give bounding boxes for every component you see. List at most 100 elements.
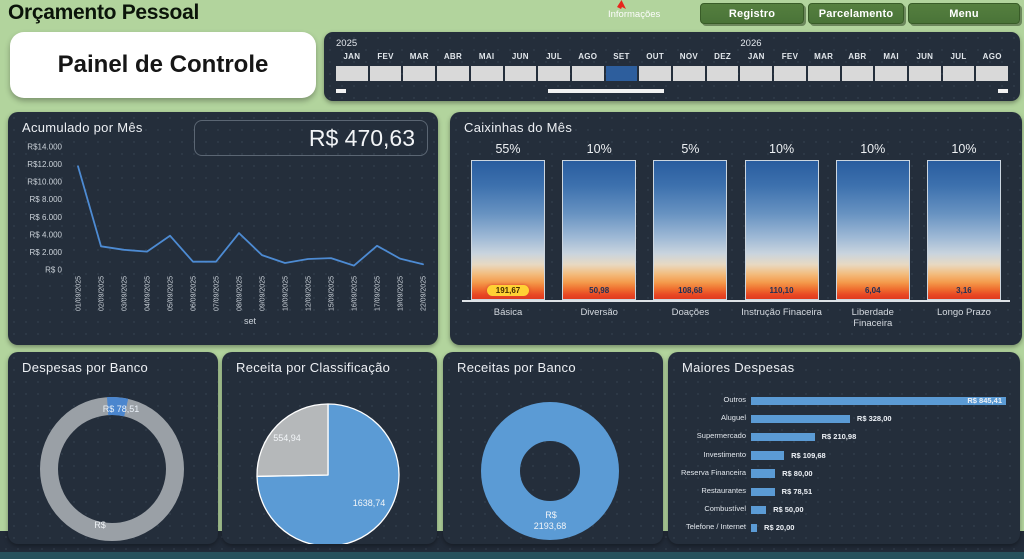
x-axis-tick: 22/09/2025 [421,276,428,311]
caixinha-label: Instrução Finaceira [741,307,822,318]
month-label-12: JAN [747,52,765,61]
app-header: Orçamento Pessoal Informações Registro P… [0,0,1024,28]
month-cell-fev-13[interactable] [774,66,806,81]
month-label-17: JUN [916,52,934,61]
x-axis-tick: 12/09/2025 [306,276,313,311]
year-label-2026: 2026 [740,38,762,49]
bar-label-6: Combustível [704,504,746,514]
caixinha-percent: 55% [495,142,521,156]
bar-label-1: Aluguel [720,413,746,423]
caixinha-value-text: 6,04 [864,286,881,295]
month-cell-nov-10[interactable] [673,66,705,81]
month-cell-ago-19[interactable] [976,66,1009,81]
y-axis-tick: R$ 2.000 [30,248,63,257]
caixinha-value-text: 3,16 [956,286,972,295]
despesas-banco-panel: R$ 78,51 R$ Despesas por Banco [8,352,218,544]
informacoes-link[interactable]: Informações [608,9,661,20]
despesas-banco-donut: R$ 78,51 R$ [40,397,184,541]
timeline-slicer: 2025 2026 JAN FEV MAR ABR MAI JUN JUL AGO SET OUT N… [324,32,1020,101]
month-cell-jun-17[interactable] [908,66,941,81]
month-label-13: FEV [781,52,799,61]
caixinha-bar: 108,68 [653,160,728,300]
y-axis-tick: R$ 6.000 [30,213,63,222]
caixinha-bar: 191,67 [471,160,545,300]
parcelamento-button[interactable]: Parcelamento [808,3,904,24]
month-cell-out-9[interactable] [639,66,672,81]
x-axis-title: set [244,316,257,326]
taskbar-strip [0,552,1024,559]
month-cell-ago-7[interactable] [571,66,604,81]
month-cell-jul-6[interactable] [538,66,570,81]
caixinha-value-text: 191,67 [486,285,530,296]
month-label-16: MAI [883,52,899,61]
bar-2 [751,432,815,442]
month-cell-mai-4[interactable] [470,66,503,81]
month-label-8: SET [613,52,630,61]
bar-value-6: R$ 50,00 [773,505,804,515]
bar-value-5: R$ 78,51 [781,487,813,496]
acumulado-panel: R$14.000 R$12.000 R$10.000 R$ 8.000 R$ 6.000… [8,112,438,345]
caixinha-value: 110,10 [746,286,818,295]
month-label-1: FEV [377,52,394,61]
month-cell-abr-3[interactable] [437,66,469,81]
month-cell-abr-15[interactable] [841,66,874,81]
x-axis-tick: 02/09/2025 [99,276,106,311]
caixinhas-title: Caixinhas do Mês [464,120,573,135]
center-label-value: 2193,68 [534,521,567,531]
bar-0 [751,396,1006,405]
receitas-banco-panel: R$ 2193,68 Receitas por Banco [443,352,663,544]
maiores-despesas-panel: Maiores Despesas Outros R$ 845,41 Aluguel R… [668,352,1020,544]
bar-value-4: R$ 80,00 [782,468,813,478]
receitas-banco-donut: R$2193,68 [481,402,619,540]
caixinha-label: Doações [671,307,710,318]
x-axis-tick: 09/09/2025 [260,276,267,311]
x-axis-tick: 04/09/2025 [145,276,152,311]
caixinha-value-text: 110,10 [769,286,794,295]
month-label-2: MAR [409,52,429,61]
month-cell-mai-16[interactable] [875,66,907,81]
caixinha-value-text: 50,98 [589,286,610,295]
caixinha-column-0: 55% 191,67 Básica [464,142,552,330]
donut-ring [481,402,619,540]
caixinha-column-1: 10% 50,98 Diversão [555,142,643,330]
x-axis-tick: 10/09/2025 [283,276,290,311]
y-axis-tick: R$ 0 [45,266,62,275]
month-cell-set-8[interactable] [605,66,638,81]
month-cell-dez-11[interactable] [706,66,739,81]
x-axis-tick: 01/09/2025 [76,276,83,311]
receita-classificacao-panel: 554,94 1638,74 Receita por Classificação [222,352,437,544]
month-cell-jan-0[interactable] [336,66,368,81]
caixinhas-columns: 55% 191,67 Básica 10% 50,98 Diversão 5% 108,68 D… [464,142,1008,330]
bar-5 [751,487,775,496]
center-label-currency: R$ [545,510,557,520]
scrollbar-left-handle[interactable] [336,89,346,93]
month-cell-jan-12[interactable] [740,66,773,81]
bar-1 [751,414,850,424]
caixinha-column-2: 5% 108,68 Doações [646,142,734,330]
month-label-14: MAR [814,52,834,61]
caixinha-value: 108,68 [654,286,726,295]
maiores-despesas-title: Maiores Despesas [682,360,795,375]
x-axis-tick: 16/09/2025 [352,276,359,311]
month-cell-mar-2[interactable] [403,66,436,81]
total-value-box: R$ 470,63 [194,120,428,156]
menu-button[interactable]: Menu [908,3,1020,24]
scrollbar-thumb[interactable] [548,89,664,93]
scrollbar-right-handle[interactable] [998,89,1008,93]
caixinha-percent: 10% [860,142,886,156]
acumulado-line-chart: R$14.000 R$12.000 R$10.000 R$ 8.000 R$ 6.000… [27,143,428,327]
month-label-19: AGO [982,52,1002,61]
month-cell-jul-18[interactable] [942,66,975,81]
registro-button[interactable]: Registro [700,3,804,24]
month-cell-jun-5[interactable] [504,66,537,81]
receitas-banco-title: Receitas por Banco [457,360,576,375]
month-cell-fev-1[interactable] [369,66,402,81]
bar-value-2: R$ 210,98 [821,432,857,442]
x-axis-tick: 07/09/2025 [214,276,221,311]
y-axis-tick: R$ 4.000 [30,230,63,239]
y-axis-tick: R$12.000 [27,160,62,169]
bar-4 [751,469,776,478]
y-axis-tick: R$ 8.000 [30,195,63,204]
month-label-11: DEZ [714,52,732,61]
month-cell-mar-14[interactable] [807,66,840,81]
